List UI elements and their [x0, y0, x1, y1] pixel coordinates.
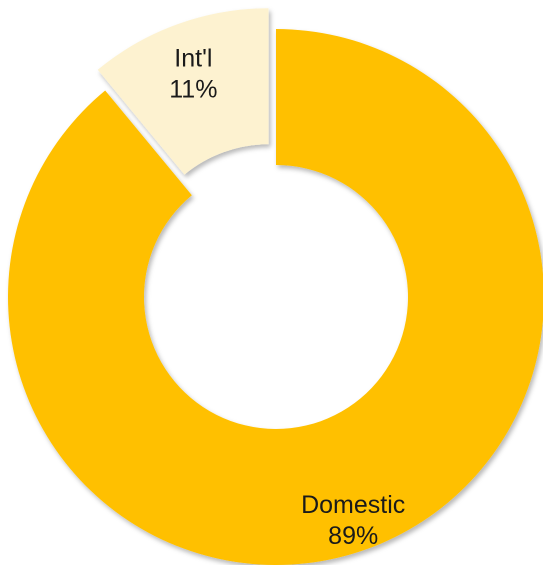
slice-label-domestic: Domestic 89%	[301, 491, 405, 550]
slice-name-domestic: Domestic	[301, 491, 405, 519]
slice-domestic	[8, 29, 543, 565]
slice-labels: Domestic 89% Int'l 11%	[169, 44, 405, 549]
slice-percent-domestic: 89%	[328, 522, 378, 550]
donut-slices	[8, 8, 543, 565]
slice-name-int-l: Int'l	[174, 44, 212, 72]
slice-label-int-l: Int'l 11%	[169, 44, 217, 103]
slice-int-l	[97, 8, 269, 175]
slice-percent-int-l: 11%	[169, 75, 217, 103]
